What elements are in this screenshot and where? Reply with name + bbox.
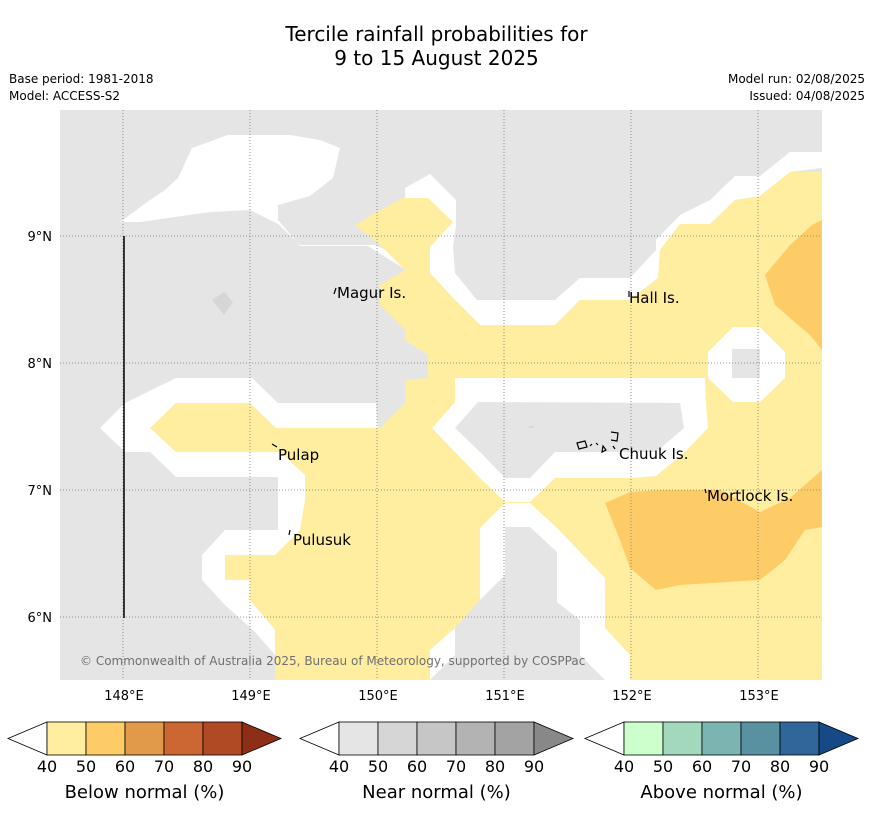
below-normal-segment (202, 721, 243, 756)
chuuk-island-shapes (576, 431, 619, 454)
lat-tick-9n: 9°N (28, 230, 53, 245)
no-signal-ring-west (100, 378, 378, 655)
near-normal-tick-label: 60 (407, 757, 427, 776)
lon-tick-153: 153°E (739, 689, 779, 704)
below-normal-tick-label: 70 (154, 757, 174, 776)
lon-tick-148: 148°E (104, 689, 144, 704)
above-normal-colorbar: 40 50 60 70 80 90 Above normal (%) (583, 721, 860, 803)
above-normal-tick-label: 80 (770, 757, 790, 776)
magur-island-shape (333, 287, 337, 295)
chart-title: Tercile rainfall probabilities for 9 to … (0, 22, 873, 70)
below-normal-segment (124, 721, 165, 756)
issued-date: Issued: 04/08/2025 (749, 89, 865, 103)
near-normal-central-hole (455, 402, 684, 478)
below-normal-60-southeast (605, 470, 822, 590)
above-normal-segment (740, 721, 781, 756)
no-signal-ring-south (430, 503, 630, 680)
above-normal-segment (662, 721, 703, 756)
copyright-text: © Commonwealth of Australia 2025, Bureau… (80, 654, 585, 668)
near-normal-segment (455, 721, 496, 756)
colorbars: 40 50 60 70 80 90 Below normal (%) 40 50 60 70 80 90… (6, 721, 860, 803)
island-shapes (271, 287, 707, 536)
base-period: Base period: 1981-2018 (9, 72, 154, 86)
above-normal-segment (623, 721, 664, 756)
below-normal-segment (46, 721, 87, 756)
axis-labels: 148°E 149°E 150°E 151°E 152°E 153°E 9°N … (28, 230, 779, 704)
below-normal-over-triangle (241, 721, 283, 756)
near-normal-east-patch (732, 349, 760, 378)
above-normal-tick-label: 70 (731, 757, 751, 776)
below-normal-colorbar-label: Below normal (%) (65, 782, 225, 803)
lon-tick-152: 152°E (612, 689, 652, 704)
below-normal-tick-label: 90 (232, 757, 252, 776)
below-normal-segment (163, 721, 204, 756)
lat-tick-6n: 6°N (28, 611, 53, 626)
label-mortlock: Mortlock Is. (707, 487, 793, 505)
model-run: Model run: 02/08/2025 (727, 72, 865, 86)
below-normal-60-northeast (765, 220, 822, 350)
label-chuuk: Chuuk Is. (619, 445, 688, 463)
near-normal-tick-label: 90 (524, 757, 544, 776)
near-normal-segment (377, 721, 418, 756)
below-normal-segment (85, 721, 126, 756)
model-name: Model: ACCESS-S2 (9, 89, 121, 103)
lat-tick-7n: 7°N (28, 484, 53, 499)
title-line-1: Tercile rainfall probabilities for (285, 22, 588, 46)
label-pulusuk: Pulusuk (293, 531, 351, 549)
label-magur: Magur Is. (337, 284, 406, 302)
below-normal-tick-label: 60 (115, 757, 135, 776)
near-normal-colorbar-label: Near normal (%) (362, 782, 511, 803)
near-normal-colorbar: 40 50 60 70 80 90 Near normal (%) (298, 721, 575, 803)
mortlock-island-shape (704, 488, 707, 494)
below-normal-tick-label: 50 (76, 757, 96, 776)
below-normal-tick-label: 40 (37, 757, 57, 776)
above-normal-over-triangle (818, 721, 860, 756)
meta-left: Base period: 1981-2018 Model: ACCESS-S2 (9, 71, 154, 105)
near-normal-small-patch (212, 292, 233, 315)
lon-tick-150: 150°E (358, 689, 398, 704)
lon-tick-149: 149°E (231, 689, 271, 704)
near-normal-tick-label: 80 (485, 757, 505, 776)
lon-tick-151: 151°E (485, 689, 525, 704)
near-normal-tick-label: 40 (329, 757, 349, 776)
above-normal-tick-label: 50 (653, 757, 673, 776)
above-normal-tick-label: 40 (614, 757, 634, 776)
pulusuk-island-shape (288, 529, 291, 536)
title-line-2: 9 to 15 August 2025 (334, 46, 539, 70)
place-labels: Magur Is. Hall Is. Pulap Chuuk Is. Mortl… (278, 284, 793, 549)
near-normal-under-triangle (298, 721, 340, 756)
near-normal-segment (338, 721, 379, 756)
near-normal-over-triangle (533, 721, 575, 756)
above-normal-under-triangle (583, 721, 625, 756)
meta-right: Model run: 02/08/2025 Issued: 04/08/2025 (728, 71, 865, 105)
no-signal-region-north (120, 135, 822, 325)
near-normal-tick-label: 70 (446, 757, 466, 776)
above-normal-colorbar-label: Above normal (%) (640, 782, 802, 803)
above-normal-tick-label: 60 (692, 757, 712, 776)
near-normal-segment (494, 721, 535, 756)
lat-tick-8n: 8°N (28, 357, 53, 372)
below-normal-colorbar: 40 50 60 70 80 90 Below normal (%) (6, 721, 283, 803)
above-normal-segment (701, 721, 742, 756)
gridlines (60, 110, 822, 680)
label-hall: Hall Is. (629, 289, 680, 307)
below-normal-tick-label: 80 (193, 757, 213, 776)
above-normal-segment (779, 721, 820, 756)
near-normal-tick-label: 50 (368, 757, 388, 776)
below-normal-under-triangle (6, 721, 48, 756)
label-pulap: Pulap (278, 446, 319, 464)
near-normal-segment (416, 721, 457, 756)
pulap-island-shape (271, 443, 278, 448)
map-panel: Magur Is. Hall Is. Pulap Chuuk Is. Mortl… (60, 110, 822, 680)
above-normal-tick-label: 90 (809, 757, 829, 776)
